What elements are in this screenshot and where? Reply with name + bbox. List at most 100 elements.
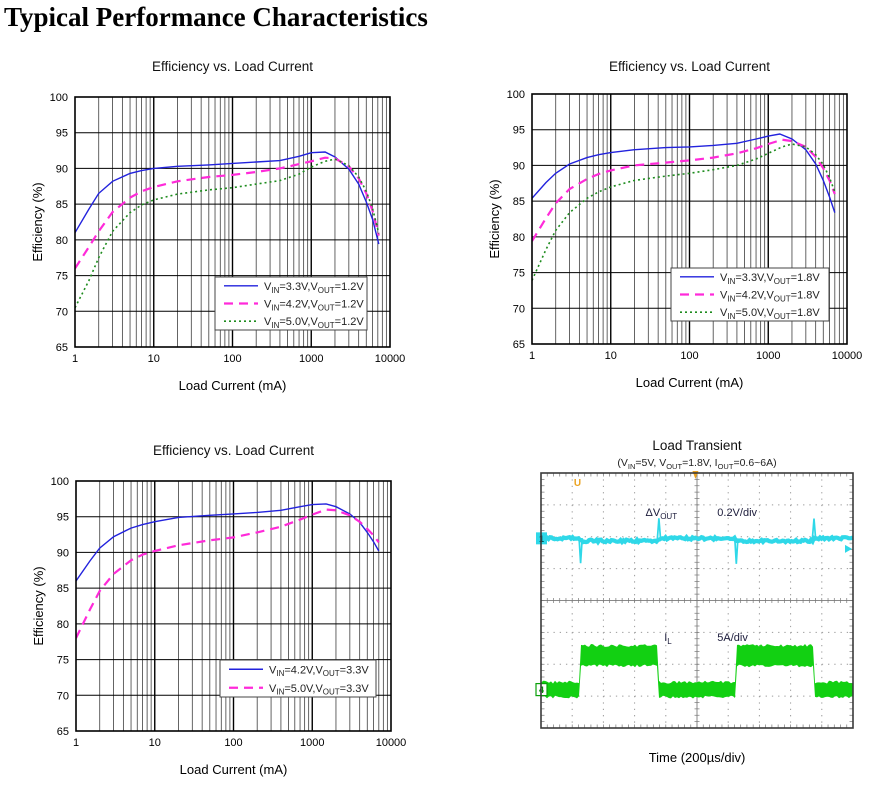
x-tick-label: 100	[223, 353, 241, 365]
series-line-1	[75, 156, 380, 269]
series-lines	[532, 133, 836, 281]
axis-labels: 100 95 90 85 80 75 70 65 1 10 100 1000 10000 Load Cur…	[487, 89, 862, 390]
series-lines	[75, 151, 380, 309]
chart-title: Efficiency vs. Load Current	[152, 59, 313, 74]
x-tick-label: 1000	[756, 350, 780, 362]
load-current-trace	[541, 644, 853, 699]
x-axis-title: Load Current (mA)	[636, 375, 744, 390]
legend-label: VIN=4.2V,VOUT=1.8V	[720, 290, 820, 304]
vout-transient-spike	[733, 538, 739, 564]
chart-title: Efficiency vs. Load Current	[153, 443, 314, 458]
series-line-2	[75, 158, 380, 309]
y-tick-label: 75	[57, 655, 69, 667]
page-title: Typical Performance Characteristics	[4, 2, 428, 32]
chart-title: Load Transient	[652, 438, 742, 453]
chart-title: Efficiency vs. Load Current	[609, 59, 770, 74]
legend: VIN=3.3V,VOUT=1.8V VIN=4.2V,VOUT=1.8V VIN=…	[670, 267, 830, 322]
x-axis-title: Load Current (mA)	[179, 378, 287, 393]
vout-trace	[540, 533, 854, 546]
y-axis-title: Efficiency (%)	[30, 182, 45, 261]
chart-load-transient-scope: Load Transient (VIN=5V, VOUT=1.8V, IOUT=0…	[469, 432, 895, 785]
chart-subtitle: (VIN=5V, VOUT=1.8V, IOUT=0.6~6A)	[617, 457, 776, 471]
x-tick-label: 10	[149, 737, 161, 749]
y-tick-label: 100	[50, 92, 68, 104]
axis-labels: 100 95 90 85 80 75 70 65 1 10 100 1000 10000 Load Cur…	[30, 92, 405, 393]
axis-labels: 100 95 90 85 80 75 70 65 1 10 100 1000 10000 Load Cur…	[31, 476, 406, 777]
y-tick-label: 100	[51, 476, 69, 488]
x-tick-label: 1	[72, 353, 78, 365]
legend-label: VIN=5.0V,VOUT=1.8V	[720, 307, 820, 321]
y-tick-label: 75	[56, 271, 68, 283]
y-tick-label: 65	[56, 342, 68, 354]
legend-label: VIN=3.3V,VOUT=1.2V	[264, 281, 364, 295]
y-tick-label: 90	[513, 160, 525, 172]
y-tick-label: 75	[513, 268, 525, 280]
plot-border	[531, 93, 848, 345]
vout-transient-spike	[656, 518, 662, 539]
plot-border	[75, 480, 392, 732]
x-tick-label: 1	[73, 737, 79, 749]
series-line-1	[532, 138, 836, 242]
vout-transient-spike	[811, 518, 817, 539]
current-scale-label: 5A/div	[717, 632, 748, 644]
y-tick-label: 85	[56, 199, 68, 211]
trace-end-marker	[845, 544, 852, 553]
efficiency-vout-1v8-svg: Efficiency vs. Load Current 100 95 90 85 80 75…	[487, 59, 862, 390]
y-tick-label: 80	[513, 232, 525, 244]
vout-transient-spike	[578, 538, 584, 564]
series-line-1	[76, 508, 380, 639]
chart-efficiency-vout-1v8: Efficiency vs. Load Current 100 95 90 85 80 75…	[477, 55, 895, 400]
x-tick-label: 100	[680, 350, 698, 362]
chart-efficiency-vout-3v3: Efficiency vs. Load Current 100 95 90 85 80 75…	[21, 435, 441, 788]
y-tick-label: 85	[513, 196, 525, 208]
x-tick-label: 1000	[300, 737, 324, 749]
y-tick-label: 95	[56, 128, 68, 140]
series-lines	[76, 503, 380, 639]
trigger-level-marker: U	[574, 478, 581, 489]
y-tick-label: 85	[57, 583, 69, 595]
chart-efficiency-vout-1v2: Efficiency vs. Load Current 100 95 90 85 80 75…	[20, 55, 440, 400]
efficiency-vout-3v3-svg: Efficiency vs. Load Current 100 95 90 85 80 75…	[31, 443, 406, 777]
scope-border	[540, 472, 854, 729]
legend-label: VIN=4.2V,VOUT=3.3V	[269, 664, 369, 678]
x-tick-label: 10000	[832, 350, 863, 362]
legend-label: VIN=5.0V,VOUT=3.3V	[269, 683, 369, 697]
load-transient-svg: Load Transient (VIN=5V, VOUT=1.8V, IOUT=0…	[535, 438, 854, 765]
y-tick-label: 70	[56, 306, 68, 318]
vout-scale-label: 0.2V/div	[717, 507, 757, 519]
y-tick-label: 95	[57, 512, 69, 524]
x-tick-label: 100	[224, 737, 242, 749]
x-tick-label: 10000	[376, 737, 407, 749]
y-tick-label: 90	[57, 547, 69, 559]
legend: VIN=4.2V,VOUT=3.3V VIN=5.0V,VOUT=3.3V	[219, 659, 377, 698]
x-tick-label: 1000	[299, 353, 323, 365]
series-line-2	[532, 143, 836, 281]
y-tick-label: 65	[513, 339, 525, 351]
y-tick-label: 95	[513, 125, 525, 137]
y-tick-label: 80	[57, 619, 69, 631]
legend: VIN=3.3V,VOUT=1.2V VIN=4.2V,VOUT=1.2V VIN=…	[214, 276, 368, 331]
series-line-0	[532, 133, 836, 213]
vout-trace-label: ΔVOUT	[646, 507, 678, 521]
x-tick-label: 10	[148, 353, 160, 365]
y-tick-label: 80	[56, 235, 68, 247]
y-axis-title: Efficiency (%)	[31, 566, 46, 645]
x-tick-label: 10000	[375, 353, 406, 365]
y-tick-label: 65	[57, 726, 69, 738]
efficiency-vout-1v2-svg: Efficiency vs. Load Current 100 95 90 85 80 75…	[30, 59, 405, 393]
y-axis-title: Efficiency (%)	[487, 179, 502, 258]
x-tick-label: 1	[529, 350, 535, 362]
series-line-0	[76, 503, 380, 582]
y-tick-label: 70	[57, 690, 69, 702]
x-tick-label: 10	[605, 350, 617, 362]
plot-border	[74, 96, 391, 348]
y-tick-label: 100	[507, 89, 525, 101]
y-tick-label: 90	[56, 163, 68, 175]
y-tick-label: 70	[513, 303, 525, 315]
x-axis-title: Time (200µs/div)	[649, 750, 746, 765]
x-axis-title: Load Current (mA)	[180, 762, 288, 777]
legend-label: VIN=3.3V,VOUT=1.8V	[720, 272, 820, 286]
current-trace-label: IL	[664, 632, 672, 646]
series-line-0	[75, 151, 380, 245]
